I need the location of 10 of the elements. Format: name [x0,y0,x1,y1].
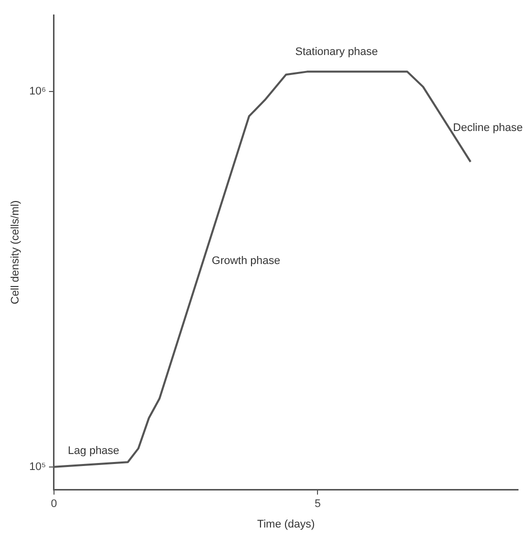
x-tick-label: 5 [314,498,321,510]
y-tick-label: 10⁵ [29,460,46,473]
x-tick-label: 0 [50,498,58,510]
annotation: Lag phase [68,444,120,457]
annotation: Decline phase [453,122,523,134]
annotation: Stationary phase [295,46,378,58]
x-axis-title: Time (days) [257,518,315,530]
y-tick-label: 10⁶ [29,86,46,98]
y-axis-title: Cell density (cells/ml) [10,200,22,304]
annotation: Growth phase [212,255,280,268]
